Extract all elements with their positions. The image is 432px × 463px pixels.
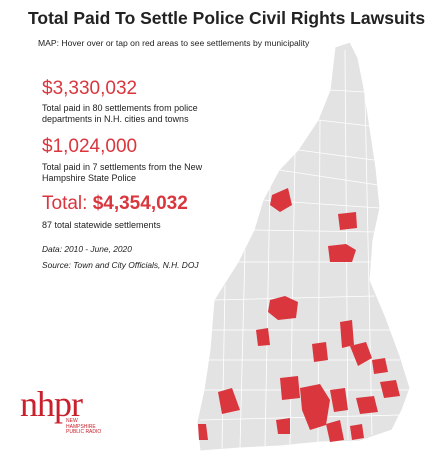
description: Total paid in 80 settlements from police… (42, 103, 198, 124)
town[interactable] (380, 380, 400, 398)
town[interactable] (276, 418, 290, 434)
town[interactable] (268, 296, 298, 320)
town[interactable] (338, 212, 357, 230)
town[interactable] (198, 424, 208, 440)
town[interactable] (372, 358, 388, 374)
town[interactable] (218, 388, 240, 414)
town[interactable] (330, 388, 348, 412)
logo-subtitle: NEW HAMPSHIRE PUBLIC RADIO (66, 418, 102, 435)
amount: $1,024,000 (42, 136, 138, 157)
town[interactable] (312, 342, 328, 362)
total: Total: $4,354,032 (42, 193, 188, 215)
description: 87 total statewide settlements (42, 220, 161, 230)
town[interactable] (280, 376, 300, 400)
town[interactable] (300, 384, 330, 430)
logo: nhpr (20, 384, 83, 424)
town[interactable] (328, 244, 356, 262)
town[interactable] (350, 424, 364, 440)
town[interactable] (356, 396, 378, 414)
title: Total Paid To Settle Police Civil Rights… (28, 8, 426, 28)
town[interactable] (270, 188, 292, 212)
settlement-areas[interactable] (198, 188, 400, 442)
town[interactable] (340, 320, 354, 348)
town[interactable] (256, 328, 270, 346)
amount: $3,330,032 (42, 78, 138, 99)
total-label: Total: (42, 193, 88, 214)
town[interactable] (326, 420, 344, 442)
total-amount: $4,354,032 (92, 193, 188, 214)
note: Data: 2010 - June, 2020 (42, 244, 132, 254)
town[interactable] (350, 342, 372, 366)
note: Source: Town and City Officials, N.H. DO… (42, 260, 199, 270)
subtitle: MAP: Hover over or tap on red areas to s… (38, 38, 310, 48)
description: Total paid in 7 settlements from the New… (42, 162, 203, 183)
